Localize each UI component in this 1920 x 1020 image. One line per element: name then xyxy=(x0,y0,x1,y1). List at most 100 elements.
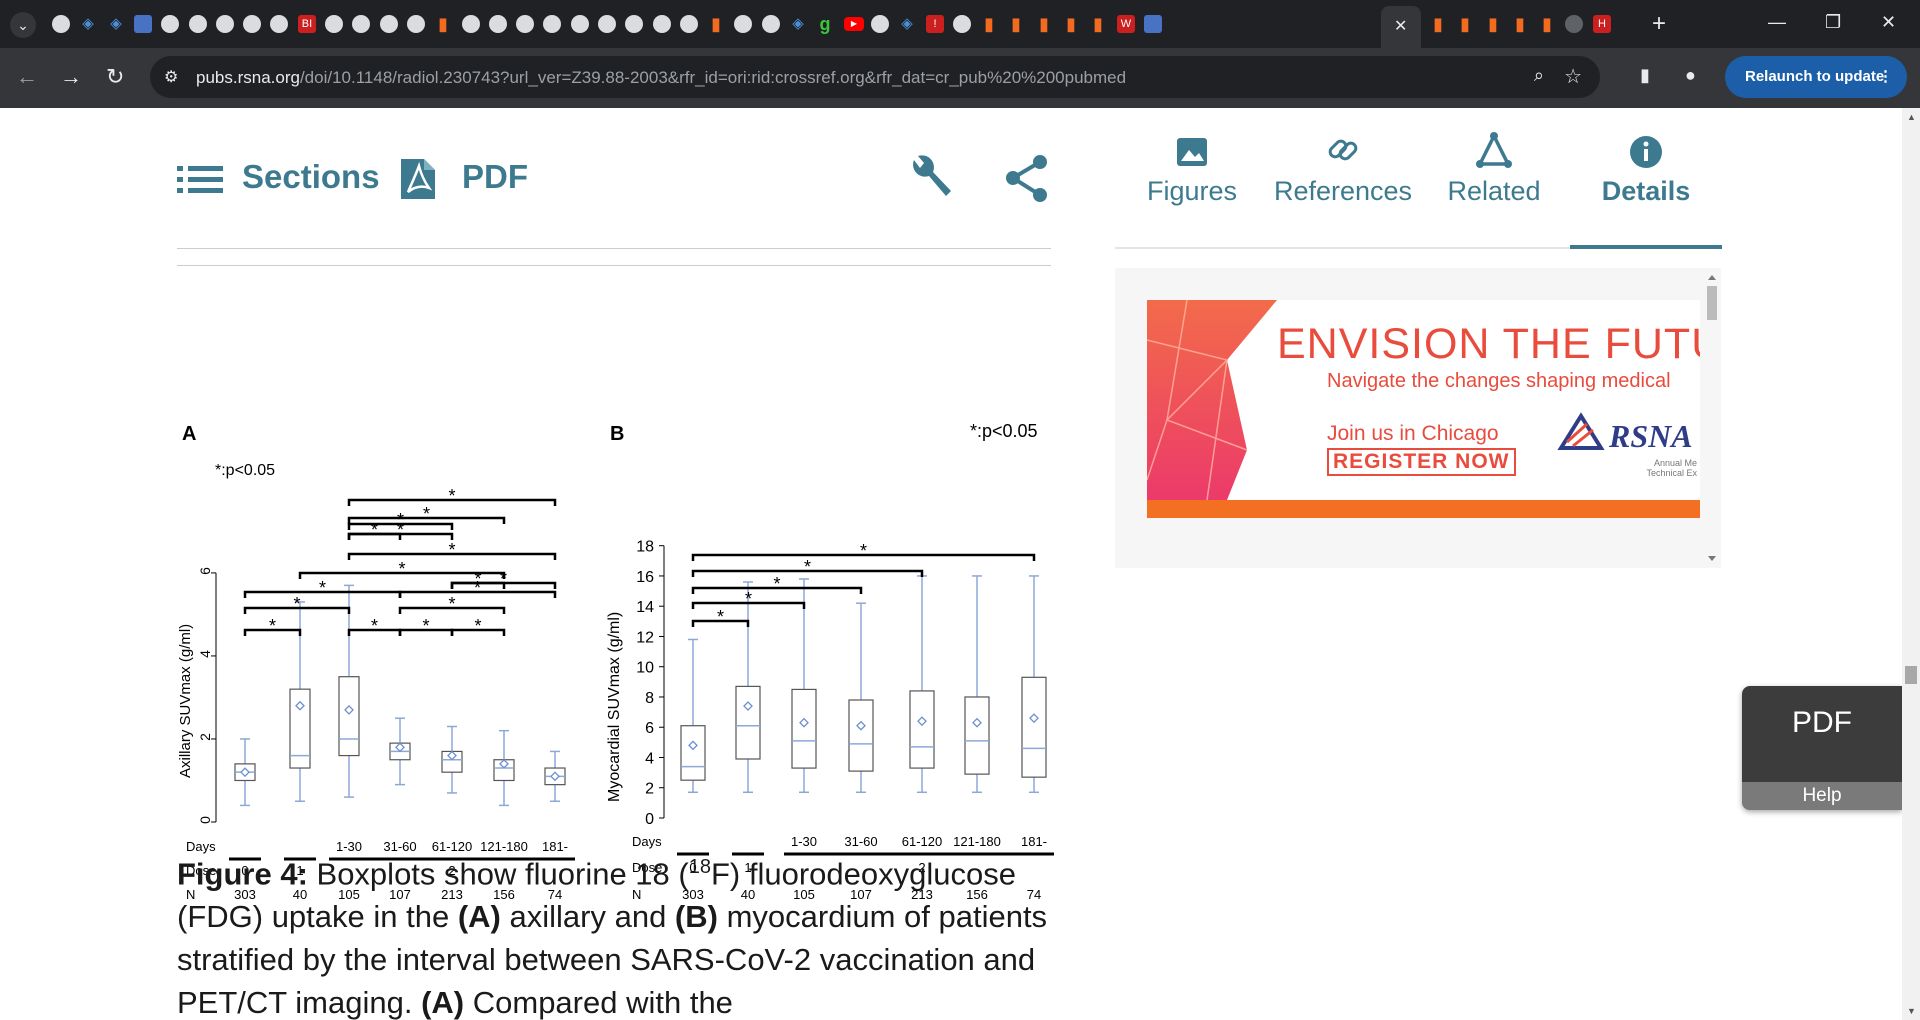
tab-favicon-20[interactable] xyxy=(598,15,616,33)
ad-brand-sub: Annual Me Technical Ex xyxy=(1646,458,1697,478)
share-icon[interactable] xyxy=(1004,154,1050,204)
tab-favicon-25[interactable] xyxy=(734,15,752,33)
side-panel-icon[interactable]: ▮ xyxy=(1640,65,1650,85)
ad-scrollbar[interactable] xyxy=(1703,268,1721,568)
tab-favicon-23[interactable] xyxy=(680,15,698,33)
tab-favicon-16[interactable] xyxy=(489,15,507,33)
back-icon[interactable]: ← xyxy=(16,64,38,89)
tab-favicon-24[interactable]: ▮ xyxy=(711,14,721,34)
sections-button[interactable]: Sections xyxy=(242,158,380,195)
relaunch-button[interactable]: Relaunch to update ⋮ xyxy=(1725,56,1907,98)
box-iqr xyxy=(791,688,817,769)
tab-figures[interactable]: Figures xyxy=(1117,128,1267,207)
tab-favicon-14[interactable]: ▮ xyxy=(438,14,448,34)
star-label: * xyxy=(474,578,481,598)
scroll-thumb[interactable] xyxy=(1905,666,1917,684)
days-label: 61-120 xyxy=(902,834,942,849)
profile-icon[interactable]: ● xyxy=(1685,65,1696,85)
tab-favicon-28[interactable]: g xyxy=(819,14,831,34)
tab-favicon-0[interactable] xyxy=(52,15,70,33)
tab-favicon-17[interactable] xyxy=(516,15,534,33)
zoom-icon[interactable]: ⌕ xyxy=(1533,65,1544,85)
bookmark-star-icon[interactable]: ☆ xyxy=(1564,66,1582,88)
tab-favicon-27[interactable]: ◈ xyxy=(792,15,804,32)
page-scrollbar[interactable]: ▲ ▼ xyxy=(1902,108,1920,1020)
tab-favicon-8[interactable] xyxy=(270,15,288,33)
close-tab-icon[interactable]: ✕ xyxy=(1394,18,1408,35)
tab-favicon-32[interactable]: ! xyxy=(926,15,944,33)
pdf-help-widget[interactable]: PDF Help xyxy=(1742,686,1902,810)
tab-favicon-4[interactable] xyxy=(161,15,179,33)
n-value: 107 xyxy=(850,887,872,902)
tab-favicon-18[interactable] xyxy=(543,15,561,33)
tab-favicon-36[interactable]: ▮ xyxy=(1039,14,1049,34)
tab-favicon-5[interactable] xyxy=(189,15,207,33)
reload-icon[interactable]: ↻ xyxy=(106,64,125,89)
tab-favicon-35[interactable]: ▮ xyxy=(1011,14,1021,34)
tab-search-button[interactable]: ⌄ xyxy=(10,12,36,38)
pdf-help-help[interactable]: Help xyxy=(1742,782,1902,810)
tab-favicon-9[interactable]: BI xyxy=(298,15,316,33)
tab-details[interactable]: Details xyxy=(1571,128,1721,207)
tab-favicon-31[interactable]: ◈ xyxy=(901,15,913,32)
register-now-button[interactable]: REGISTER NOW xyxy=(1327,448,1516,476)
sig-bracket: * xyxy=(691,574,863,594)
tab-favicon-22[interactable] xyxy=(653,15,671,33)
address-bar[interactable]: ⚙ pubs.rsna.org/doi/10.1148/radiol.23074… xyxy=(150,56,1600,98)
tab-favicon-47[interactable] xyxy=(1565,15,1583,33)
tab-favicon-10[interactable] xyxy=(325,15,343,33)
tab-favicon-45[interactable]: ▮ xyxy=(1515,14,1525,34)
tab-favicon-26[interactable] xyxy=(762,15,780,33)
bracket-line xyxy=(691,586,863,594)
tab-favicon-6[interactable] xyxy=(216,15,234,33)
pdf-icon[interactable] xyxy=(398,156,438,202)
dose-label: 1 xyxy=(296,863,303,878)
tab-favicon-48[interactable]: H xyxy=(1593,15,1611,33)
tab-favicon-12[interactable] xyxy=(380,15,398,33)
figure-4[interactable]: A *:p<0.05 Axillary SUVmax (g/ml) 0 2 4 6 *… xyxy=(170,278,1060,918)
site-info-icon[interactable]: ⚙ xyxy=(164,69,179,86)
tab-favicon-30[interactable] xyxy=(871,15,889,33)
scroll-down-icon[interactable]: ▼ xyxy=(1907,1006,1916,1016)
box-mean-marker xyxy=(295,700,305,711)
tab-favicon-11[interactable] xyxy=(352,15,370,33)
tab-favicon-2[interactable]: ◈ xyxy=(110,15,122,32)
tab-favicon-37[interactable]: ▮ xyxy=(1066,14,1076,34)
new-tab-button[interactable]: + xyxy=(1652,10,1667,37)
tab-favicon-3[interactable] xyxy=(134,15,152,33)
tab-favicon-1[interactable]: ◈ xyxy=(82,15,94,32)
minimize-icon[interactable]: — xyxy=(1768,12,1786,32)
tab-favicon-40[interactable] xyxy=(1144,15,1162,33)
n-row-label: N xyxy=(632,887,641,902)
active-tab[interactable]: ✕ xyxy=(1381,6,1421,48)
pdf-help-pdf[interactable]: PDF xyxy=(1792,706,1852,739)
url-text[interactable]: pubs.rsna.org/doi/10.1148/radiol.230743?… xyxy=(196,68,1127,87)
tab-favicon-38[interactable]: ▮ xyxy=(1093,14,1103,34)
sections-icon[interactable] xyxy=(177,165,223,195)
rsna-ad-banner[interactable]: ENVISION THE FUTU Navigate the changes s… xyxy=(1147,300,1700,518)
n-value: 107 xyxy=(389,887,411,902)
tab-favicon-34[interactable]: ▮ xyxy=(984,14,994,34)
close-window-icon[interactable]: ✕ xyxy=(1881,12,1897,32)
tab-favicon-42[interactable]: ▮ xyxy=(1433,14,1443,34)
menu-icon[interactable]: ⋮ xyxy=(1878,68,1893,85)
tab-related[interactable]: Related xyxy=(1419,128,1569,207)
tab-favicon-46[interactable]: ▮ xyxy=(1542,14,1552,34)
tab-favicon-44[interactable]: ▮ xyxy=(1488,14,1498,34)
restore-icon[interactable]: ❐ xyxy=(1825,12,1842,32)
tab-favicon-43[interactable]: ▮ xyxy=(1460,14,1470,34)
tab-favicon-29[interactable]: ▶ xyxy=(844,17,864,31)
tab-favicon-19[interactable] xyxy=(571,15,589,33)
box-7 xyxy=(544,750,566,802)
scroll-up-icon[interactable]: ▲ xyxy=(1907,112,1916,122)
tab-favicon-13[interactable] xyxy=(407,15,425,33)
tab-favicon-39[interactable]: W xyxy=(1117,15,1135,33)
tab-favicon-7[interactable] xyxy=(243,15,261,33)
tab-favicon-15[interactable] xyxy=(462,15,480,33)
tools-icon[interactable] xyxy=(904,152,954,202)
tab-favicon-21[interactable] xyxy=(625,15,643,33)
forward-icon[interactable]: → xyxy=(60,64,82,89)
tab-favicon-33[interactable] xyxy=(953,15,971,33)
pdf-button[interactable]: PDF xyxy=(462,158,528,195)
tab-references[interactable]: References xyxy=(1268,128,1418,207)
